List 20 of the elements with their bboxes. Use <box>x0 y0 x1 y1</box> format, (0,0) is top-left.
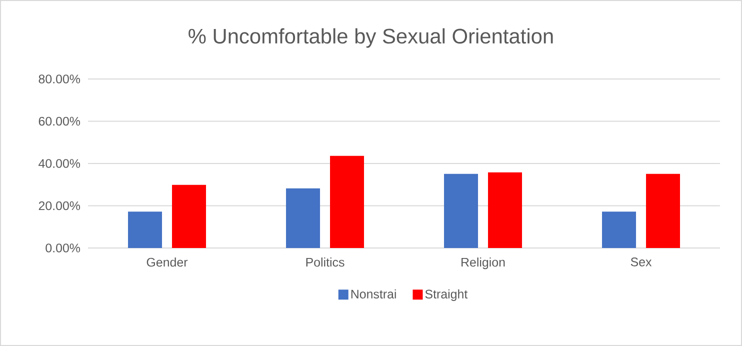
bar <box>330 156 364 248</box>
bar <box>602 212 636 248</box>
bar <box>444 174 478 248</box>
legend-label: Nonstrai <box>351 289 396 299</box>
x-tick-label: Gender <box>146 258 188 267</box>
legend-label: Straight <box>425 289 468 301</box>
chart-title: % Uncomfortable by Sexual Orientation <box>188 28 553 48</box>
bar <box>286 188 320 248</box>
bar <box>128 212 162 248</box>
y-tick-label: 60.00% <box>38 116 80 126</box>
y-tick-label: 0.00% <box>46 244 80 252</box>
bar <box>172 184 206 248</box>
y-tick-label: 20.00% <box>38 201 80 210</box>
y-tick-label: 40.00% <box>38 159 80 168</box>
x-tick-label: Religion <box>462 258 505 270</box>
x-tick-label: Sex <box>630 258 652 266</box>
y-tick-label: 80.00% <box>38 74 80 84</box>
bar <box>646 174 680 248</box>
x-tick-label: Politics <box>306 258 344 267</box>
bar <box>488 172 522 248</box>
